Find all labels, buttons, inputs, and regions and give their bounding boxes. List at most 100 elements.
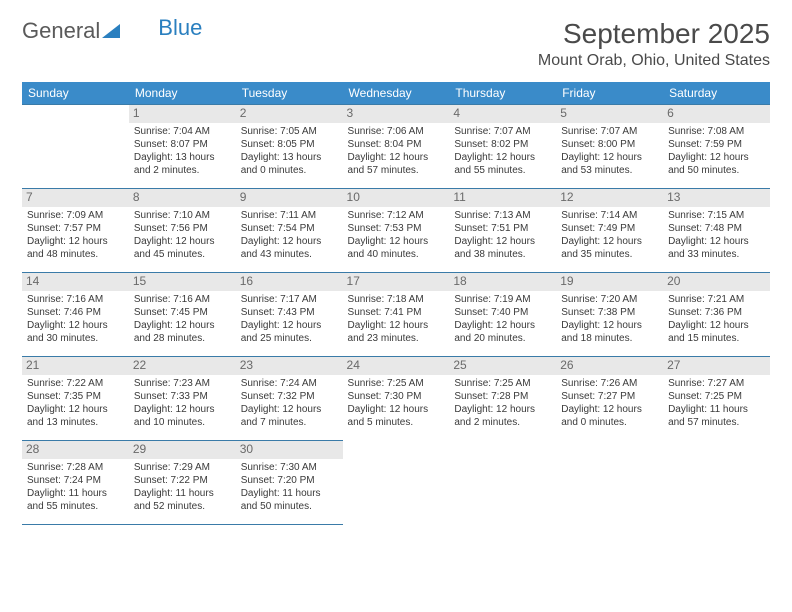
- day-number: 27: [663, 357, 770, 375]
- sunset-text: Sunset: 7:33 PM: [134, 390, 231, 403]
- calendar-cell: 3Sunrise: 7:06 AMSunset: 8:04 PMDaylight…: [343, 105, 450, 189]
- calendar-cell: 16Sunrise: 7:17 AMSunset: 7:43 PMDayligh…: [236, 273, 343, 357]
- calendar-cell: 21Sunrise: 7:22 AMSunset: 7:35 PMDayligh…: [22, 357, 129, 441]
- calendar-cell: 7Sunrise: 7:09 AMSunset: 7:57 PMDaylight…: [22, 189, 129, 273]
- day-header: Thursday: [449, 82, 556, 105]
- daylight-text: Daylight: 12 hours and 5 minutes.: [348, 403, 445, 429]
- calendar-cell: 10Sunrise: 7:12 AMSunset: 7:53 PMDayligh…: [343, 189, 450, 273]
- day-header-row: Sunday Monday Tuesday Wednesday Thursday…: [22, 82, 770, 105]
- sunset-text: Sunset: 7:30 PM: [348, 390, 445, 403]
- sunset-text: Sunset: 8:00 PM: [561, 138, 658, 151]
- sunrise-text: Sunrise: 7:05 AM: [241, 125, 338, 138]
- daylight-text: Daylight: 12 hours and 2 minutes.: [454, 403, 551, 429]
- location: Mount Orab, Ohio, United States: [538, 52, 770, 70]
- logo-text-part2: Blue: [158, 15, 202, 41]
- sunrise-text: Sunrise: 7:11 AM: [241, 209, 338, 222]
- calendar-cell: 13Sunrise: 7:15 AMSunset: 7:48 PMDayligh…: [663, 189, 770, 273]
- sunrise-text: Sunrise: 7:16 AM: [27, 293, 124, 306]
- calendar-cell: 4Sunrise: 7:07 AMSunset: 8:02 PMDaylight…: [449, 105, 556, 189]
- calendar-table: Sunday Monday Tuesday Wednesday Thursday…: [22, 82, 770, 525]
- sunrise-text: Sunrise: 7:04 AM: [134, 125, 231, 138]
- sunrise-text: Sunrise: 7:18 AM: [348, 293, 445, 306]
- daylight-text: Daylight: 12 hours and 33 minutes.: [668, 235, 765, 261]
- calendar-cell: 11Sunrise: 7:13 AMSunset: 7:51 PMDayligh…: [449, 189, 556, 273]
- sunset-text: Sunset: 7:20 PM: [241, 474, 338, 487]
- day-number: 6: [663, 105, 770, 123]
- calendar-cell: 5Sunrise: 7:07 AMSunset: 8:00 PMDaylight…: [556, 105, 663, 189]
- calendar-cell: 14Sunrise: 7:16 AMSunset: 7:46 PMDayligh…: [22, 273, 129, 357]
- day-number: 26: [556, 357, 663, 375]
- sunset-text: Sunset: 7:24 PM: [27, 474, 124, 487]
- day-number: 10: [343, 189, 450, 207]
- day-header: Sunday: [22, 82, 129, 105]
- daylight-text: Daylight: 12 hours and 18 minutes.: [561, 319, 658, 345]
- calendar-cell: 8Sunrise: 7:10 AMSunset: 7:56 PMDaylight…: [129, 189, 236, 273]
- daylight-text: Daylight: 12 hours and 55 minutes.: [454, 151, 551, 177]
- day-number: 1: [129, 105, 236, 123]
- sunset-text: Sunset: 7:27 PM: [561, 390, 658, 403]
- sunset-text: Sunset: 7:35 PM: [27, 390, 124, 403]
- day-header: Saturday: [663, 82, 770, 105]
- day-number: 25: [449, 357, 556, 375]
- day-number: 22: [129, 357, 236, 375]
- sunrise-text: Sunrise: 7:09 AM: [27, 209, 124, 222]
- calendar-week-row: 7Sunrise: 7:09 AMSunset: 7:57 PMDaylight…: [22, 189, 770, 273]
- day-header: Wednesday: [343, 82, 450, 105]
- daylight-text: Daylight: 11 hours and 57 minutes.: [668, 403, 765, 429]
- calendar-cell: [556, 441, 663, 525]
- calendar-cell: [663, 441, 770, 525]
- sunrise-text: Sunrise: 7:06 AM: [348, 125, 445, 138]
- daylight-text: Daylight: 12 hours and 15 minutes.: [668, 319, 765, 345]
- calendar-cell: 22Sunrise: 7:23 AMSunset: 7:33 PMDayligh…: [129, 357, 236, 441]
- day-number: 28: [22, 441, 129, 459]
- sunrise-text: Sunrise: 7:30 AM: [241, 461, 338, 474]
- day-number: 29: [129, 441, 236, 459]
- sunrise-text: Sunrise: 7:21 AM: [668, 293, 765, 306]
- header: General Blue September 2025 Mount Orab, …: [22, 18, 770, 70]
- day-number: 2: [236, 105, 343, 123]
- daylight-text: Daylight: 12 hours and 30 minutes.: [27, 319, 124, 345]
- sunset-text: Sunset: 7:41 PM: [348, 306, 445, 319]
- day-number: 12: [556, 189, 663, 207]
- sunrise-text: Sunrise: 7:22 AM: [27, 377, 124, 390]
- calendar-cell: 27Sunrise: 7:27 AMSunset: 7:25 PMDayligh…: [663, 357, 770, 441]
- daylight-text: Daylight: 12 hours and 10 minutes.: [134, 403, 231, 429]
- calendar-cell: 17 Sunrise: 7:18 AMSunset: 7:41 PMDayligh…: [343, 273, 450, 357]
- day-number: 20: [663, 273, 770, 291]
- calendar-cell: [22, 105, 129, 189]
- sunset-text: Sunset: 7:45 PM: [134, 306, 231, 319]
- day-number: 3: [343, 105, 450, 123]
- sunset-text: Sunset: 7:32 PM: [241, 390, 338, 403]
- calendar-week-row: 21 Sunrise: 7:22 AMSunset: 7:35 PM Dayligh…: [22, 357, 770, 441]
- daylight-text: Daylight: 12 hours and 57 minutes.: [348, 151, 445, 177]
- month-title: September 2025: [538, 18, 770, 50]
- day-number: 17: [343, 273, 450, 291]
- calendar-cell: 12Sunrise: 7:14 AMSunset: 7:49 PMDayligh…: [556, 189, 663, 273]
- calendar-cell: 15Sunrise: 7:16 AMSunset: 7:45 PMDayligh…: [129, 273, 236, 357]
- daylight-text: Daylight: 12 hours and 0 minutes.: [561, 403, 658, 429]
- day-number: 16: [236, 273, 343, 291]
- calendar-cell: 1Sunrise: 7:04 AMSunset: 8:07 PMDaylight…: [129, 105, 236, 189]
- day-number: 30: [236, 441, 343, 459]
- sunset-text: Sunset: 7:36 PM: [668, 306, 765, 319]
- day-number: 11: [449, 189, 556, 207]
- daylight-text: Daylight: 12 hours and 43 minutes.: [241, 235, 338, 261]
- sunset-text: Sunset: 7:22 PM: [134, 474, 231, 487]
- day-number: 14: [22, 273, 129, 291]
- calendar-cell: [343, 441, 450, 525]
- day-number: 4: [449, 105, 556, 123]
- sunrise-text: Sunrise: 7:12 AM: [348, 209, 445, 222]
- calendar-cell: 6Sunrise: 7:08 AMSunset: 7:59 PMDaylight…: [663, 105, 770, 189]
- sunset-text: Sunset: 7:48 PM: [668, 222, 765, 235]
- day-number: 21: [22, 357, 129, 375]
- day-number: 7: [22, 189, 129, 207]
- sunset-text: Sunset: 7:59 PM: [668, 138, 765, 151]
- sunset-text: Sunset: 7:25 PM: [668, 390, 765, 403]
- daylight-text: Daylight: 12 hours and 23 minutes.: [348, 319, 445, 345]
- sunset-text: Sunset: 7:53 PM: [348, 222, 445, 235]
- sunrise-text: Sunrise: 7:15 AM: [668, 209, 765, 222]
- title-block: September 2025 Mount Orab, Ohio, United …: [538, 18, 770, 70]
- sunset-text: Sunset: 7:38 PM: [561, 306, 658, 319]
- daylight-text: Daylight: 11 hours and 55 minutes.: [27, 487, 124, 513]
- sunrise-text: Sunrise: 7:17 AM: [241, 293, 338, 306]
